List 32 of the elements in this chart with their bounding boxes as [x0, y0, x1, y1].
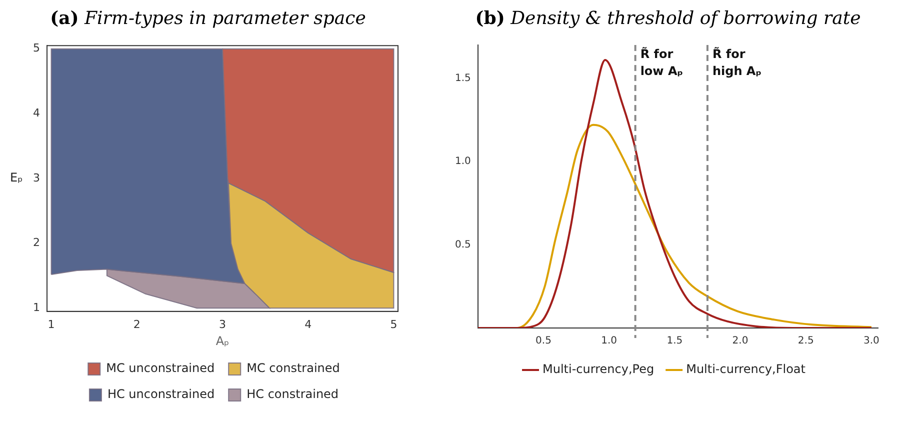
x-tick-label: 3	[219, 318, 226, 331]
chart-title: (a) Firm-types in parameter space	[50, 8, 366, 29]
x-tick-label: 2.5	[798, 336, 814, 347]
legend-label: MC unconstrained	[106, 361, 215, 376]
ref-line-label: R̃ for high Aₚ	[712, 46, 762, 78]
x-axis-title: Aₚ	[216, 334, 230, 348]
y-tick-label: 1.0	[454, 156, 471, 168]
y-tick-label: 4	[33, 106, 40, 120]
y-tick-label: 1	[33, 301, 40, 314]
line-series	[478, 58, 872, 328]
y-tick-label: 3	[33, 171, 40, 184]
legend-label: HC constrained	[246, 387, 339, 402]
legend-label: Multi-currency,Peg	[542, 362, 654, 376]
x-tick-label: 0.5	[536, 336, 552, 347]
ref-line-label: R̃ for low Aₚ	[640, 46, 684, 78]
x-tick-label: 4	[304, 318, 312, 331]
y-tick-label: 5	[33, 42, 40, 55]
y-tick-label: 1.5	[454, 72, 471, 84]
legend-label: Multi-currency,Float	[686, 362, 806, 376]
legend-label: HC unconstrained	[107, 387, 215, 402]
x-tick-label: 2	[133, 318, 140, 331]
x-tick-label: 2.0	[732, 336, 748, 347]
y-tick-label: 0.5	[454, 239, 471, 250]
x-tick-label: 5	[390, 318, 398, 331]
y-tick-label: 2	[33, 236, 40, 250]
x-tick-label: 3.0	[863, 336, 880, 347]
chart-title: (b) Density & threshold of borrowing rate	[475, 8, 861, 29]
x-tick-label: 1.5	[666, 336, 683, 347]
y-axis-title: Eₚ	[10, 170, 23, 185]
x-tick-label: 1	[48, 318, 55, 331]
legend-label: MC constrained	[246, 361, 340, 376]
x-tick-label: 1.0	[601, 336, 618, 347]
